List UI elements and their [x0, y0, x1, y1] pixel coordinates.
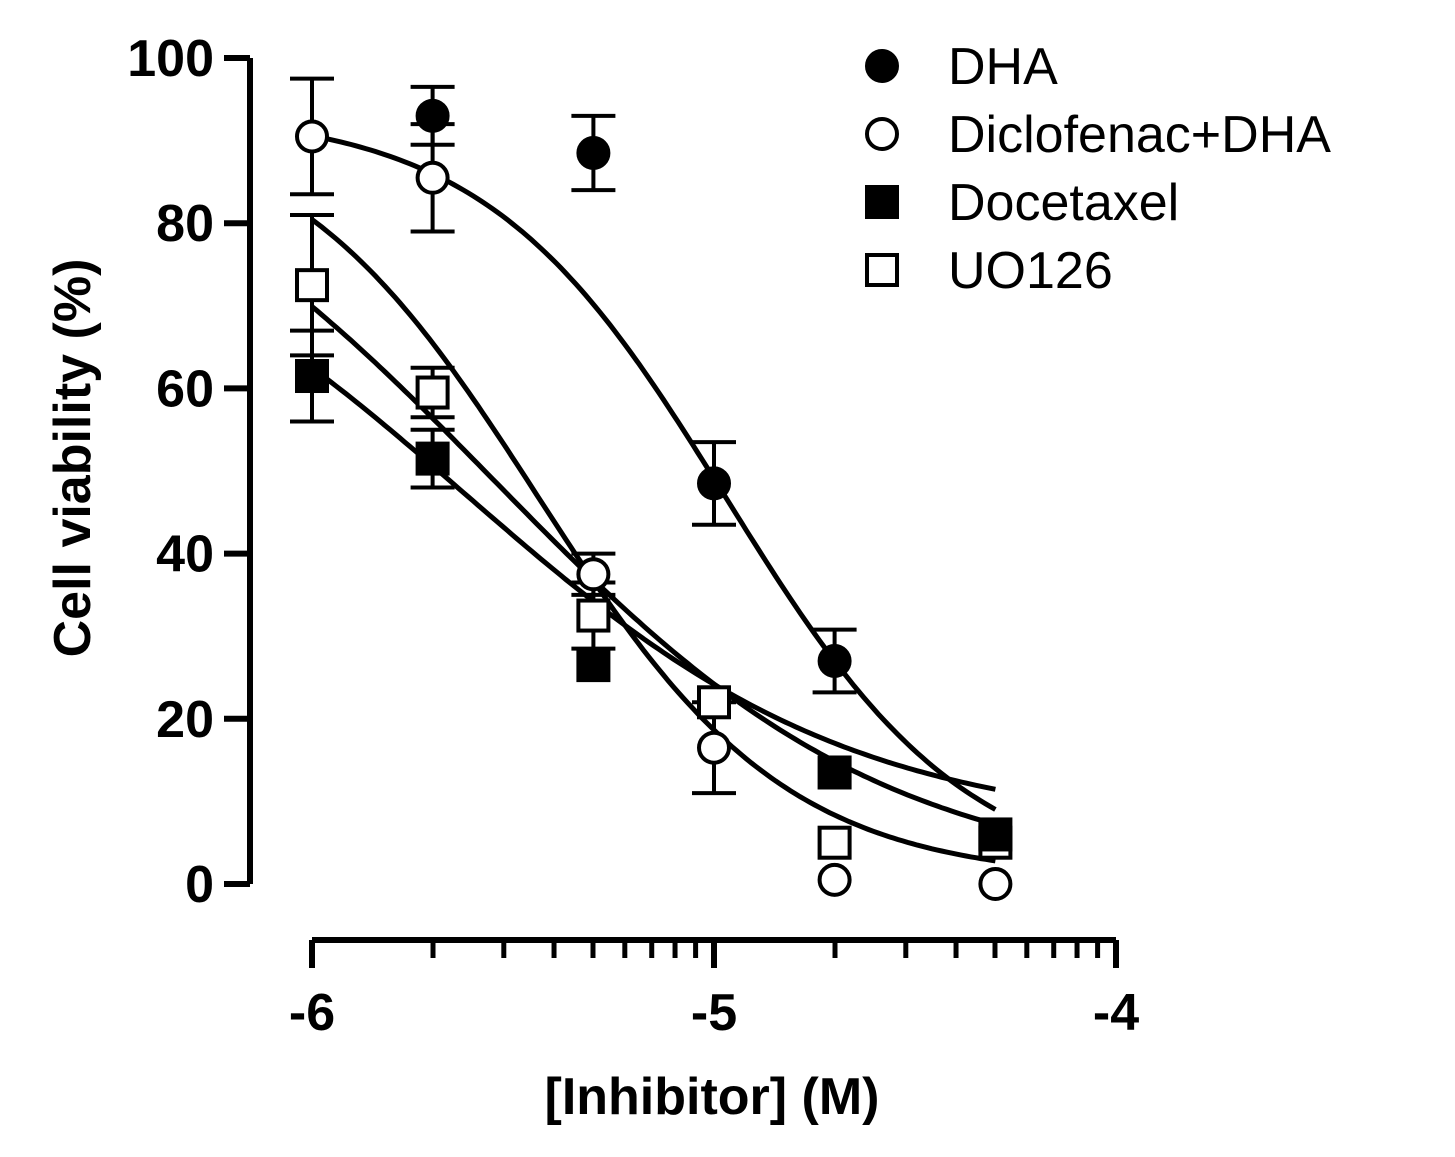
legend-label: UO126 [948, 242, 1113, 300]
data-point-dha [697, 466, 731, 501]
data-point-diclofenac-dha [978, 867, 1013, 901]
y-axis-title: Cell viability (%) [44, 259, 102, 658]
data-point-diclofenac-dha [415, 160, 450, 195]
y-tick-label: 20 [156, 691, 214, 749]
data-point-uo126 [576, 598, 611, 633]
axes: 0 20 40 60 80 100 -6 -5 -4 [127, 30, 1139, 1042]
data-point-docetaxel [817, 755, 852, 790]
data-markers [295, 98, 1013, 901]
legend-label: DHA [948, 38, 1058, 96]
data-point-docetaxel [978, 817, 1013, 852]
data-point-uo126 [295, 268, 329, 303]
data-point-uo126 [817, 825, 852, 860]
data-point-dha [817, 643, 852, 678]
legend-marker [865, 185, 899, 219]
data-point-dha [415, 98, 450, 133]
y-tick-label: 80 [156, 195, 214, 253]
data-point-uo126 [697, 685, 731, 720]
data-point-uo126 [415, 375, 450, 410]
x-axis-title: [Inhibitor] (M) [545, 1068, 880, 1126]
y-tick-label: 0 [185, 856, 214, 914]
legend-marker [865, 117, 899, 151]
data-point-dha [576, 135, 611, 170]
legend-marker [865, 253, 899, 287]
legend-marker [865, 49, 899, 83]
fit-curve-dha [311, 133, 997, 812]
legend: DHA Diclofenac+DHA Docetaxel UO126 [865, 38, 1331, 300]
legend-label: Docetaxel [948, 174, 1179, 232]
x-tick-label: -4 [1093, 984, 1139, 1042]
data-point-diclofenac-dha [295, 119, 329, 154]
x-tick-label: -6 [289, 984, 335, 1042]
data-point-diclofenac-dha [817, 862, 852, 897]
data-point-diclofenac-dha [576, 557, 611, 592]
data-point-docetaxel [415, 441, 450, 476]
data-point-docetaxel [576, 648, 611, 683]
data-point-diclofenac-dha [697, 730, 731, 765]
data-point-docetaxel [295, 359, 329, 394]
fit-curves [310, 133, 997, 864]
fit-curve-uo126 [310, 304, 997, 827]
x-tick-label: -5 [691, 984, 737, 1042]
y-tick-label: 40 [156, 526, 214, 584]
error-bars [290, 76, 857, 796]
y-tick-label: 100 [127, 30, 214, 88]
fit-curve-diclofenac-dha [310, 217, 996, 864]
y-tick-label: 60 [156, 360, 214, 418]
legend-label: Diclofenac+DHA [948, 106, 1331, 164]
